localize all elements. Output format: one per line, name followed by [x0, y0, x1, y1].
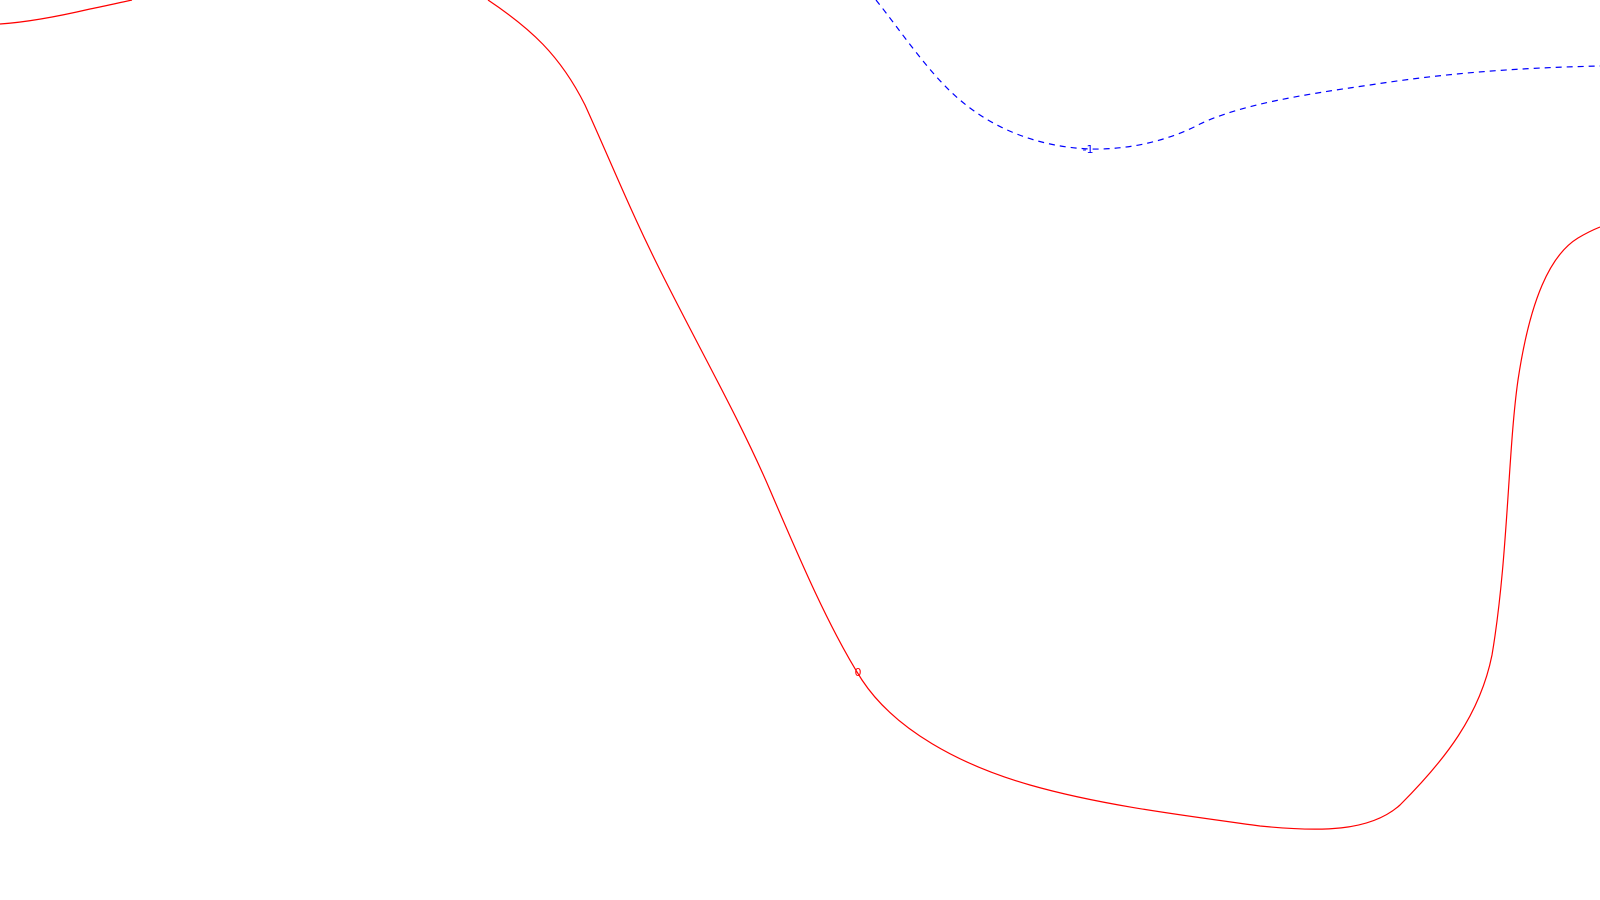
contour-label-level-0: 0 — [855, 666, 862, 679]
contour-line-level-minus-1 — [875, 0, 1600, 150]
contour-line-level-0-left — [0, 0, 133, 25]
contour-label-level-minus-1: -1 — [1083, 143, 1094, 156]
contour-line-level-0-main — [487, 0, 1600, 830]
